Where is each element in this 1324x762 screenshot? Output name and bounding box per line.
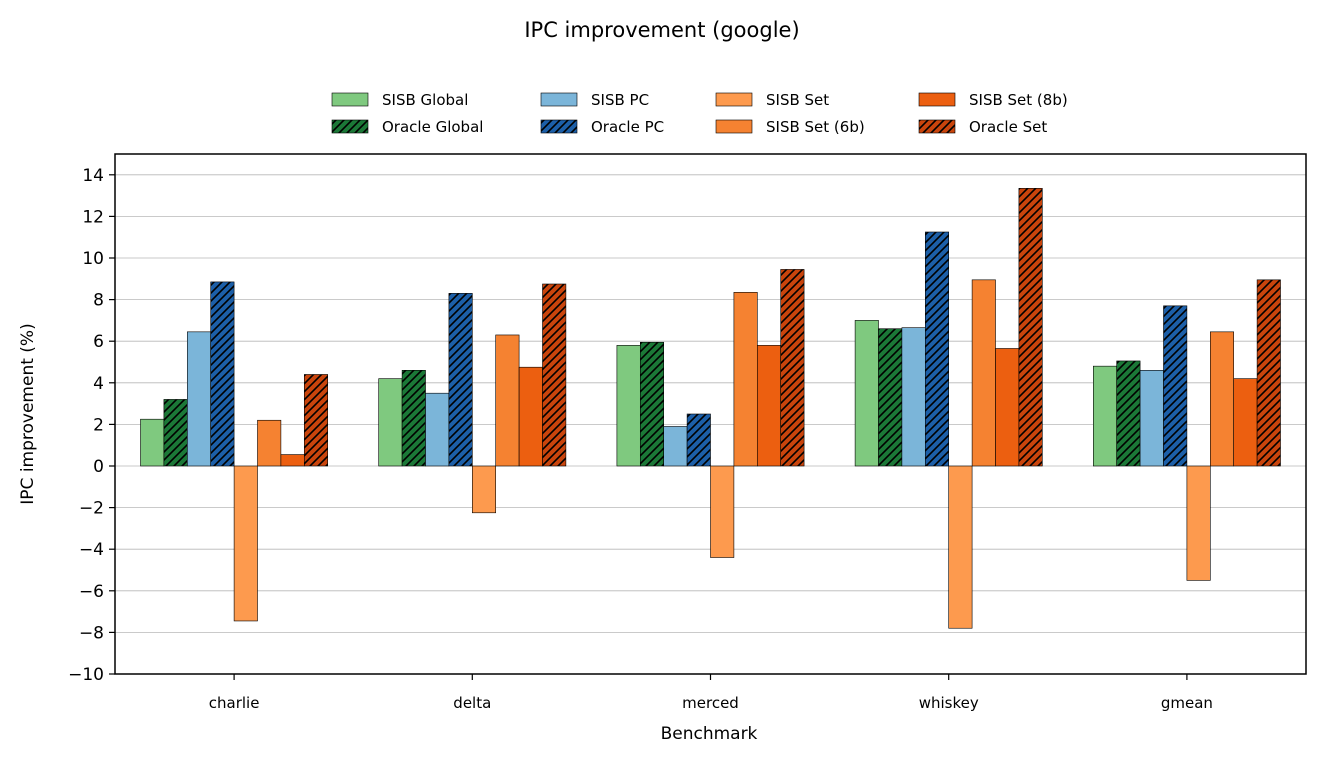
legend-label: SISB Set (6b) <box>766 118 865 136</box>
y-axis-label: IPC improvement (%) <box>18 323 38 504</box>
bar-sisb-global-charlie <box>140 418 165 467</box>
y-tick-label: 2 <box>93 415 104 435</box>
bar-sisb-pc-whiskey <box>901 327 926 467</box>
bar-hatch <box>1018 188 1043 466</box>
bar-sisb-set-whiskey <box>948 465 973 629</box>
y-tick-label: −4 <box>79 540 104 560</box>
x-tick-label: gmean <box>1161 694 1213 712</box>
bar-hatch <box>210 281 235 466</box>
legend-swatch <box>918 92 956 107</box>
legend-label: SISB PC <box>591 91 649 109</box>
legend: SISB Global Oracle Global SISB PC Oracle PC… <box>331 91 1068 136</box>
bar-sisb-set-8b--delta <box>518 366 543 467</box>
bar-sisb-pc-charlie <box>187 331 212 467</box>
bar-sisb-set-6b--merced <box>733 292 758 467</box>
legend-swatch-hatch <box>541 120 577 133</box>
bar-sisb-global-gmean <box>1093 365 1118 467</box>
bar-hatch <box>925 232 949 466</box>
bar-sisb-pc-merced <box>663 426 688 467</box>
bar-sisb-set-gmean <box>1186 465 1211 581</box>
chart-title: IPC improvement (google) <box>524 18 799 42</box>
bar-hatch <box>163 399 188 466</box>
bar-hatch <box>402 370 426 466</box>
legend-swatch <box>715 119 753 134</box>
y-tick-label: −10 <box>68 665 104 685</box>
bars <box>140 188 1281 629</box>
y-tick-label: −8 <box>79 623 104 643</box>
legend-label: SISB Set <box>766 91 829 109</box>
legend-label: Oracle Set <box>969 118 1047 136</box>
y-tick-label: 14 <box>82 166 104 186</box>
y-tick-label: 6 <box>93 332 104 352</box>
bar-sisb-pc-delta <box>425 392 450 467</box>
legend-swatch-hatch <box>332 120 368 133</box>
bar-sisb-set-6b--charlie <box>257 419 282 467</box>
bar-hatch <box>1257 279 1281 466</box>
bar-sisb-global-delta <box>378 378 403 467</box>
bar-sisb-pc-gmean <box>1139 370 1164 467</box>
bar-sisb-set-delta <box>471 465 496 514</box>
bar-sisb-set-6b--delta <box>495 334 520 467</box>
bar-hatch <box>780 269 805 466</box>
y-tick-label: 0 <box>93 457 104 477</box>
x-axis-label: Benchmark <box>661 724 758 744</box>
bar-sisb-set-8b--gmean <box>1233 378 1258 467</box>
y-tick-label: −6 <box>79 582 104 602</box>
x-axis: charlie delta merced whiskey gmean <box>209 674 1213 712</box>
bar-hatch <box>878 328 902 466</box>
legend-swatch <box>331 92 369 107</box>
legend-label: SISB Set (8b) <box>969 91 1068 109</box>
bar-hatch <box>1116 360 1141 466</box>
bar-sisb-set-6b--whiskey <box>971 279 996 467</box>
y-axis: −10 −8 −6 −4 −2 0 2 4 6 8 10 12 14 <box>68 166 115 685</box>
legend-label: Oracle Global <box>382 118 483 136</box>
y-tick-label: −2 <box>79 499 104 519</box>
bar-sisb-set-merced <box>710 465 735 558</box>
x-tick-label: charlie <box>209 694 260 712</box>
bar-hatch <box>542 284 566 466</box>
legend-label: SISB Global <box>382 91 468 109</box>
bar-hatch <box>640 342 664 466</box>
legend-swatch <box>715 92 753 107</box>
y-tick-label: 8 <box>93 291 104 311</box>
bar-sisb-global-whiskey <box>854 320 879 467</box>
bar-hatch <box>687 414 711 466</box>
bar-sisb-global-merced <box>616 345 641 467</box>
bar-hatch <box>304 374 328 466</box>
y-tick-label: 12 <box>82 207 104 227</box>
x-tick-label: delta <box>453 694 491 712</box>
bar-sisb-set-8b--charlie <box>280 454 305 467</box>
x-tick-label: whiskey <box>919 694 979 712</box>
legend-label: Oracle PC <box>591 118 664 136</box>
bar-sisb-set-8b--merced <box>756 345 781 467</box>
bar-sisb-set-8b--whiskey <box>995 348 1020 467</box>
y-tick-label: 4 <box>93 374 104 394</box>
y-tick-label: 10 <box>82 249 104 269</box>
legend-swatch <box>540 92 578 107</box>
legend-swatch-hatch <box>919 120 955 133</box>
plot-frame <box>114 153 1307 675</box>
bar-hatch <box>1163 305 1187 466</box>
bar-sisb-set-charlie <box>233 465 258 622</box>
bar-hatch <box>448 293 473 466</box>
x-tick-label: merced <box>682 694 739 712</box>
bar-sisb-set-6b--gmean <box>1210 331 1235 467</box>
